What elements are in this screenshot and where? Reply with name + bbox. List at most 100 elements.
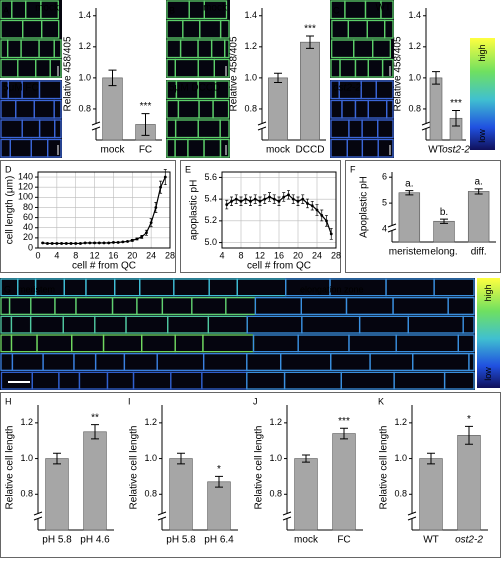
axis-break bbox=[258, 124, 266, 128]
x-tick-label: pH 4.6 bbox=[80, 535, 110, 546]
bar bbox=[467, 191, 490, 243]
bar bbox=[332, 433, 356, 531]
error-bar bbox=[91, 424, 99, 440]
micrograph bbox=[0, 278, 475, 390]
error-bar bbox=[215, 475, 223, 488]
significance-label: a. bbox=[474, 176, 482, 187]
y-tick-label: 1.4 bbox=[408, 10, 421, 20]
bar bbox=[429, 77, 443, 141]
data-point bbox=[97, 241, 101, 245]
data-point bbox=[258, 199, 262, 203]
y-axis-label: Relative cell length bbox=[5, 426, 16, 510]
y-tick-label: 1.0 bbox=[269, 453, 282, 463]
y-tick-label: 1.0 bbox=[394, 453, 407, 463]
colorbar-label: low bbox=[477, 129, 487, 143]
bar bbox=[433, 220, 455, 243]
colorbar-label: low bbox=[483, 367, 493, 381]
cell-outline bbox=[372, 39, 391, 59]
y-tick-label: 1.2 bbox=[20, 417, 33, 427]
x-tick-label: FC bbox=[139, 145, 152, 156]
y-tick-label: 5 bbox=[382, 197, 387, 207]
y-tick-label: 1.0 bbox=[244, 72, 257, 82]
x-tick-label: 16 bbox=[108, 250, 118, 260]
data-point bbox=[60, 242, 63, 245]
error-bar bbox=[405, 190, 414, 196]
axis-break bbox=[91, 121, 101, 126]
data-point bbox=[291, 197, 295, 201]
x-tick-label: 4 bbox=[54, 250, 59, 260]
data-point bbox=[126, 240, 129, 243]
x-tick-label: WT bbox=[423, 535, 439, 546]
bar bbox=[169, 458, 193, 531]
cell-outline bbox=[375, 80, 394, 100]
panel-frame bbox=[180, 160, 341, 273]
significance-label: a. bbox=[405, 178, 413, 189]
panel-letter: F bbox=[350, 164, 356, 174]
y-tick-label: 1.4 bbox=[78, 10, 91, 20]
cell-outline bbox=[40, 19, 60, 39]
data-point bbox=[310, 204, 314, 208]
data-point bbox=[268, 195, 271, 199]
cell-outline bbox=[213, 58, 230, 78]
error-bar bbox=[141, 113, 150, 136]
x-tick-label: pH 6.4 bbox=[204, 535, 234, 546]
x-tick-label: 28 bbox=[165, 250, 175, 260]
y-tick-label: 1.2 bbox=[394, 417, 407, 427]
data-point bbox=[234, 197, 238, 201]
axis-break bbox=[282, 511, 292, 516]
colorbar bbox=[470, 38, 495, 150]
significance-label: *** bbox=[338, 416, 350, 427]
axis-break bbox=[92, 124, 100, 128]
x-tick-label: ost2-2 bbox=[442, 145, 470, 156]
y-tick-label: 0.8 bbox=[244, 103, 257, 113]
panel-letter: K bbox=[378, 396, 384, 406]
significance-label: *** bbox=[304, 24, 316, 35]
panel-letter: H bbox=[5, 396, 12, 406]
panel-letter: E bbox=[185, 164, 191, 174]
y-tick-label: 6 bbox=[382, 172, 387, 182]
cell-outline bbox=[203, 0, 228, 20]
error-bar bbox=[440, 218, 448, 224]
cell-outline bbox=[462, 315, 475, 334]
colorbar-label: high bbox=[477, 44, 487, 61]
data-point bbox=[315, 208, 319, 212]
x-tick-label: 28 bbox=[331, 250, 341, 260]
panel-letter: B bbox=[169, 5, 175, 15]
axis-break bbox=[387, 228, 397, 233]
data-point bbox=[64, 242, 68, 245]
data-point bbox=[112, 241, 115, 244]
y-tick-label: 0.8 bbox=[78, 103, 91, 113]
colorbar-label: high bbox=[483, 284, 493, 301]
image-label: 5μM DCCD bbox=[169, 83, 220, 94]
cell-outline bbox=[380, 0, 394, 20]
axis-break bbox=[257, 126, 267, 131]
cell-outline bbox=[212, 99, 230, 119]
image-label: 5μM FC bbox=[3, 83, 39, 94]
x-tick-label: DCCD bbox=[296, 145, 325, 156]
axis-break bbox=[421, 126, 431, 131]
cell-outline bbox=[38, 80, 62, 100]
x-tick-label: WT bbox=[428, 145, 444, 156]
micrograph bbox=[0, 0, 62, 78]
y-tick-label: 1.0 bbox=[20, 453, 33, 463]
y-tick-label: 5.6 bbox=[204, 172, 217, 182]
y-axis-label: Relative 458/405 bbox=[229, 36, 240, 111]
bar bbox=[83, 431, 107, 531]
panel-letter: A bbox=[3, 5, 9, 15]
y-axis-label: apoplastic pH bbox=[189, 180, 200, 241]
x-tick-label: FC bbox=[337, 535, 350, 546]
y-tick-label: 1.0 bbox=[144, 453, 157, 463]
significance-label: ** bbox=[91, 412, 99, 423]
axis-break bbox=[257, 121, 267, 126]
cell-outline bbox=[433, 278, 475, 297]
data-point bbox=[287, 193, 290, 197]
x-tick-label: pH 5.8 bbox=[42, 535, 72, 546]
y-tick-label: 1.4 bbox=[244, 10, 257, 20]
y-axis-label: cell length (μm) bbox=[5, 176, 16, 245]
y-tick-label: 0.8 bbox=[20, 489, 33, 499]
data-point bbox=[55, 242, 59, 245]
bar bbox=[457, 435, 481, 531]
colorbar bbox=[477, 278, 500, 388]
data-point bbox=[74, 242, 78, 245]
cell-outline bbox=[377, 138, 394, 158]
